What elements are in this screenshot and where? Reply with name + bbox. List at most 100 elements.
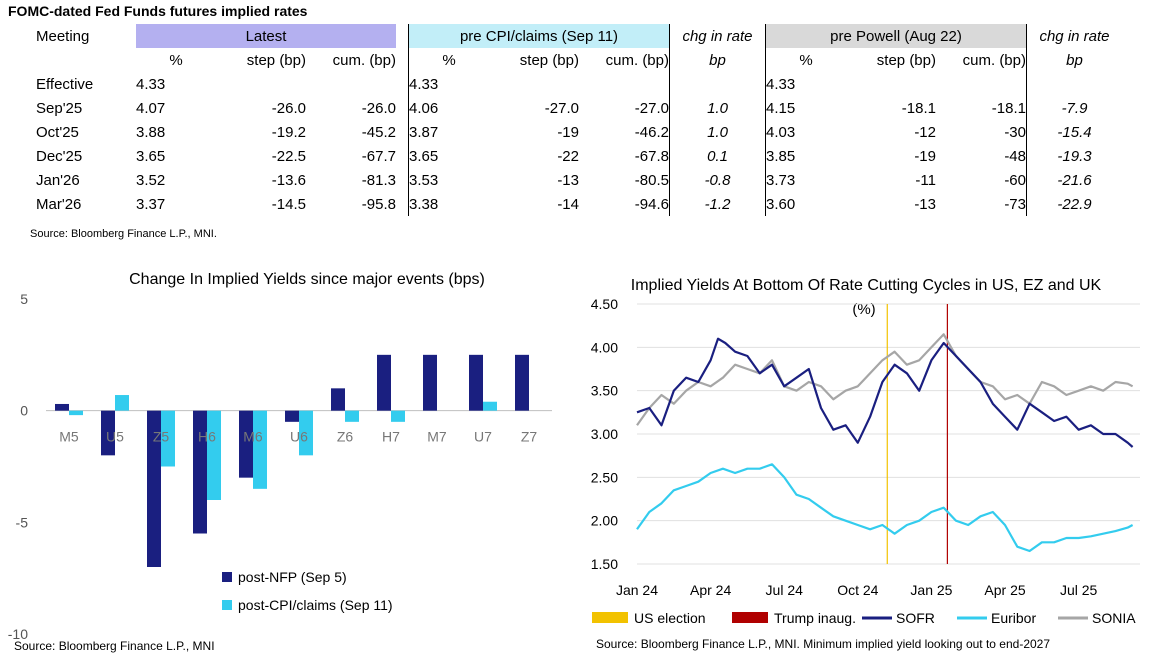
legend-label: US election bbox=[634, 610, 706, 626]
sub-pct: % bbox=[169, 51, 183, 69]
header-chg1: chg in rate bbox=[669, 24, 766, 48]
x-tick-label: Apr 25 bbox=[984, 582, 1025, 598]
bar-cpi-H6 bbox=[207, 410, 221, 500]
table-cell-p-step: -12 bbox=[914, 123, 936, 141]
bar-nfp-U7 bbox=[469, 354, 483, 411]
table-cell-c-cum: -46.2 bbox=[634, 123, 669, 141]
bar-nfp-H7 bbox=[377, 354, 391, 411]
table-cell-c-pct: 4.06 bbox=[408, 96, 489, 120]
x-tick-label: Z6 bbox=[337, 429, 354, 445]
table-cell-p-pct: 4.03 bbox=[765, 120, 846, 144]
table-cell-meeting: Dec'25 bbox=[36, 147, 83, 165]
table-cell-c-step bbox=[489, 72, 579, 96]
bar-nfp-Z7 bbox=[515, 354, 529, 411]
table-cell-c-step: -19 bbox=[557, 123, 579, 141]
y-tick-label: 2.50 bbox=[591, 469, 618, 485]
y-tick-label: 5 bbox=[20, 291, 28, 307]
table-title: FOMC-dated Fed Funds futures implied rat… bbox=[8, 3, 308, 19]
table-cell-p-pct: 3.60 bbox=[765, 192, 846, 216]
table-cell-p-cum: -60 bbox=[1004, 171, 1026, 189]
x-tick-label: M7 bbox=[427, 429, 447, 445]
series-line-sofr bbox=[636, 337, 1134, 448]
table-cell-c-cum: -80.5 bbox=[634, 171, 669, 189]
y-tick-label: 2.00 bbox=[591, 513, 618, 529]
sub-step: step (bp) bbox=[519, 51, 579, 69]
table-row: Mar'26 3.37 -14.5 -95.8 3.38 -14 -94.6 -1.2 3.60… bbox=[30, 192, 1122, 216]
bar-cpi-M6 bbox=[253, 410, 267, 489]
x-tick-label: H7 bbox=[382, 429, 400, 445]
table-cell-l-pct: 3.37 bbox=[136, 195, 166, 213]
bar-nfp-H6 bbox=[193, 410, 207, 534]
y-tick-label: -10 bbox=[8, 626, 28, 642]
sub-bp: bp bbox=[669, 48, 766, 72]
bar-nfp-M7 bbox=[423, 354, 437, 411]
table-cell-meeting: Oct'25 bbox=[36, 123, 79, 141]
header-chg2: chg in rate bbox=[1026, 24, 1122, 48]
table-cell-l-cum: -26.0 bbox=[361, 99, 396, 117]
y-tick-label: 0 bbox=[20, 403, 28, 419]
table-cell-c-pct: 3.65 bbox=[408, 144, 489, 168]
x-tick-label: H6 bbox=[198, 429, 216, 445]
table-cell-l-step: -13.6 bbox=[271, 171, 306, 189]
table-cell-l-cum: -67.7 bbox=[361, 147, 396, 165]
table-cell-chg2: -21.6 bbox=[1026, 168, 1122, 192]
sub-bp: bp bbox=[1026, 48, 1122, 72]
table-cell-l-step bbox=[216, 72, 306, 96]
x-tick-label: Jul 24 bbox=[766, 582, 804, 598]
legend-swatch bbox=[592, 612, 628, 623]
table-cell-l-pct: 4.07 bbox=[136, 99, 166, 117]
table-cell-c-step: -13 bbox=[557, 171, 579, 189]
table-source: Source: Bloomberg Finance L.P., MNI. bbox=[30, 228, 217, 240]
legend-label: SONIA bbox=[1092, 610, 1136, 626]
table-cell-chg1: -1.2 bbox=[669, 192, 766, 216]
legend-label: SOFR bbox=[896, 610, 935, 626]
legend-label-cpi: post-CPI/claims (Sep 11) bbox=[238, 597, 393, 613]
bar-nfp-M5 bbox=[55, 403, 69, 411]
table-cell-p-cum bbox=[936, 72, 1027, 96]
table-cell-p-step: -13 bbox=[914, 195, 936, 213]
x-tick-label: Apr 24 bbox=[690, 582, 731, 598]
table-cell-l-cum: -95.8 bbox=[361, 195, 396, 213]
table-cell-p-pct: 3.85 bbox=[765, 144, 846, 168]
bar-nfp-U6 bbox=[285, 410, 299, 422]
table-cell-c-step: -27.0 bbox=[544, 99, 579, 117]
legend-label-nfp: post-NFP (Sep 5) bbox=[238, 569, 347, 585]
y-tick-label: -5 bbox=[16, 514, 29, 530]
table-header-row: Meeting Latest pre CPI/claims (Sep 11) c… bbox=[30, 24, 1122, 48]
table-row: Oct'25 3.88 -19.2 -45.2 3.87 -19 -46.2 1.0 4.03 -… bbox=[30, 120, 1122, 144]
bar-nfp-U5 bbox=[101, 410, 115, 456]
x-tick-label: Oct 24 bbox=[837, 582, 878, 598]
table-cell-l-cum: -45.2 bbox=[361, 123, 396, 141]
table-cell-p-cum: -48 bbox=[1004, 147, 1026, 165]
y-tick-label: 4.00 bbox=[591, 339, 618, 355]
sub-pct: % bbox=[408, 48, 489, 72]
bar-cpi-M5 bbox=[69, 410, 83, 416]
legend-label: Trump inaug. bbox=[774, 610, 856, 626]
table-cell-chg2 bbox=[1026, 72, 1122, 96]
bar-chart: Change In Implied Yields since major eve… bbox=[8, 271, 552, 653]
x-tick-label: Jan 25 bbox=[910, 582, 952, 598]
table-cell-c-pct: 3.87 bbox=[408, 120, 489, 144]
table-cell-p-pct: 3.73 bbox=[765, 168, 846, 192]
bar-cpi-H7 bbox=[391, 410, 405, 422]
table-cell-c-pct: 3.53 bbox=[408, 168, 489, 192]
table-cell-c-cum: -67.8 bbox=[634, 147, 669, 165]
bar-cpi-U5 bbox=[115, 395, 129, 411]
table-cell-l-pct: 3.88 bbox=[136, 123, 166, 141]
table-cell-l-cum: -81.3 bbox=[361, 171, 396, 189]
x-tick-label: Z7 bbox=[521, 429, 538, 445]
sub-cum: cum. (bp) bbox=[605, 51, 669, 69]
bar-chart-source: Source: Bloomberg Finance L.P., MNI bbox=[14, 639, 215, 653]
table-cell-l-step: -19.2 bbox=[271, 123, 306, 141]
table-cell-chg1 bbox=[669, 72, 766, 96]
sub-cum: cum. (bp) bbox=[332, 51, 396, 69]
x-tick-label: M5 bbox=[59, 429, 79, 445]
table-cell-chg2: -7.9 bbox=[1026, 96, 1122, 120]
bar-cpi-U7 bbox=[483, 401, 497, 411]
y-tick-label: 1.50 bbox=[591, 556, 618, 572]
legend-label: Euribor bbox=[991, 610, 1036, 626]
legend-swatch bbox=[732, 612, 768, 623]
line-chart-subtitle: (%) bbox=[852, 301, 875, 318]
x-tick-label: U7 bbox=[474, 429, 492, 445]
table-cell-l-pct: 3.65 bbox=[136, 147, 166, 165]
